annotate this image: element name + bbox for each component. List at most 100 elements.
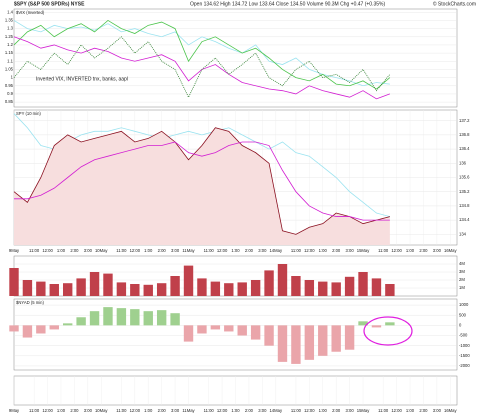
y-tick-label: 134.4 bbox=[459, 217, 470, 222]
bar bbox=[385, 322, 395, 326]
panel-title: $NYAD (5 min) bbox=[16, 300, 44, 305]
x-tick-label: 3:00 bbox=[171, 408, 180, 413]
x-tick-label: 3:00 bbox=[433, 248, 442, 253]
x-tick-label: 2:00 bbox=[332, 248, 341, 253]
x-tick-label: 12:00 bbox=[217, 248, 228, 253]
x-tick-label: 1:00 bbox=[231, 248, 240, 253]
x-tick-label: 2:00 bbox=[419, 248, 428, 253]
x-tick-label: 1:00 bbox=[57, 248, 66, 253]
x-tick-label: 11:00 bbox=[204, 408, 215, 413]
bar bbox=[264, 270, 274, 296]
y-tick-label: -2000 bbox=[459, 363, 470, 368]
x-tick-label: 3:00 bbox=[84, 408, 93, 413]
y-tick-label: 136 bbox=[459, 160, 467, 165]
bar bbox=[224, 283, 234, 296]
x-tick-label: 12:00 bbox=[130, 248, 141, 253]
bar bbox=[103, 273, 113, 296]
x-tick-label: 3:00 bbox=[84, 248, 93, 253]
bar bbox=[358, 272, 368, 296]
bar bbox=[89, 272, 100, 296]
x-tick-label: 12:00 bbox=[42, 408, 53, 413]
bar bbox=[130, 309, 140, 326]
y-tick-label: 136.8 bbox=[459, 132, 470, 137]
line bbox=[13, 20, 390, 87]
line bbox=[14, 141, 390, 221]
bar bbox=[9, 325, 19, 332]
y-tick-label: -1000 bbox=[459, 343, 470, 348]
bar bbox=[183, 265, 194, 296]
x-tick-label: 11:00 bbox=[378, 408, 389, 413]
bar bbox=[237, 282, 247, 296]
x-tick-label: 2:00 bbox=[245, 248, 254, 253]
x-tick-label: 3:00 bbox=[171, 248, 180, 253]
y-tick-label: 500 bbox=[459, 312, 467, 317]
bar bbox=[49, 325, 59, 330]
bar bbox=[210, 281, 221, 296]
annotation: Inverted VIX, INVERTED tnx, banks, aapl bbox=[36, 76, 128, 82]
x-tick-label: 11:00 bbox=[291, 248, 302, 253]
bar bbox=[210, 325, 221, 330]
bar bbox=[291, 276, 301, 296]
y-tick-label: 135.6 bbox=[459, 175, 470, 180]
highlight-ellipse bbox=[363, 316, 413, 346]
x-tick-label: 12:00 bbox=[42, 248, 53, 253]
bar bbox=[156, 283, 167, 296]
y-tick-label: 2M bbox=[459, 277, 465, 282]
bar bbox=[36, 325, 46, 334]
x-tick-label: 15May bbox=[357, 248, 370, 253]
bar bbox=[237, 325, 247, 336]
x-tick-label: 11:00 bbox=[291, 408, 302, 413]
bar bbox=[344, 325, 355, 350]
x-tick-label: 9May bbox=[9, 248, 20, 253]
panel-frame bbox=[13, 298, 458, 371]
bar bbox=[183, 325, 194, 342]
bar bbox=[318, 281, 328, 296]
x-tick-label: 3:00 bbox=[346, 408, 355, 413]
y-tick-label: 1 bbox=[11, 75, 14, 80]
x-tick-label: 1:00 bbox=[57, 408, 66, 413]
bar bbox=[170, 313, 180, 326]
y-tick-label: 0.9 bbox=[7, 91, 13, 96]
y-tick-label: 1.2 bbox=[7, 42, 13, 47]
bar bbox=[344, 276, 355, 296]
bar bbox=[224, 325, 234, 332]
x-tick-label: 14May bbox=[269, 408, 282, 413]
bar bbox=[197, 325, 207, 334]
bar bbox=[277, 264, 288, 296]
bar bbox=[49, 284, 59, 296]
x-tick-label: 12:00 bbox=[130, 408, 141, 413]
bar bbox=[116, 282, 127, 296]
y-tick-label: 1000 bbox=[459, 302, 469, 307]
x-tick-label: 1:00 bbox=[319, 408, 328, 413]
line bbox=[13, 127, 390, 235]
bar bbox=[143, 284, 153, 296]
x-tick-label: 12:00 bbox=[304, 408, 315, 413]
bar bbox=[358, 321, 368, 326]
bar bbox=[62, 283, 73, 296]
x-tick-label: 3:00 bbox=[258, 248, 267, 253]
bar bbox=[304, 280, 315, 296]
x-tick-label: 12:00 bbox=[304, 248, 315, 253]
line bbox=[13, 36, 391, 99]
x-tick-label: 16May bbox=[444, 248, 457, 253]
y-tick-label: 137.2 bbox=[459, 118, 470, 123]
y-tick-label: 1.4 bbox=[7, 9, 13, 14]
x-tick-label: 9May bbox=[9, 408, 20, 413]
bar bbox=[9, 268, 19, 296]
x-tick-label: 11:00 bbox=[378, 248, 389, 253]
y-tick-label: 134 bbox=[459, 231, 467, 236]
x-tick-label: 3:00 bbox=[258, 408, 267, 413]
x-tick-label: 16May bbox=[444, 408, 457, 413]
bar bbox=[116, 308, 127, 326]
x-tick-label: 3:00 bbox=[433, 408, 442, 413]
y-tick-label: 1.3 bbox=[7, 26, 13, 31]
x-tick-label: 2:00 bbox=[245, 408, 254, 413]
x-tick-label: 3:00 bbox=[346, 248, 355, 253]
bar bbox=[156, 310, 167, 326]
bar bbox=[331, 325, 341, 352]
x-tick-label: 14May bbox=[269, 248, 282, 253]
x-tick-label: 10May bbox=[95, 408, 108, 413]
y-tick-label: 1.25 bbox=[5, 34, 14, 39]
line bbox=[13, 36, 391, 100]
